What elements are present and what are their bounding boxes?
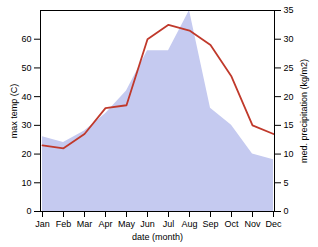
svg-text:max temp (C): max temp (C)	[9, 84, 19, 139]
svg-text:40: 40	[21, 92, 31, 102]
svg-text:Dec: Dec	[265, 219, 282, 229]
svg-text:date (month): date (month)	[132, 232, 183, 242]
svg-text:30: 30	[21, 120, 31, 130]
svg-text:Apr: Apr	[98, 219, 112, 229]
svg-text:10: 10	[284, 149, 294, 159]
svg-text:Jan: Jan	[35, 219, 50, 229]
svg-text:Feb: Feb	[56, 219, 72, 229]
svg-text:25: 25	[284, 63, 294, 73]
svg-text:Mar: Mar	[77, 219, 93, 229]
svg-text:0: 0	[26, 206, 31, 216]
svg-text:5: 5	[284, 178, 289, 188]
svg-text:60: 60	[21, 34, 31, 44]
svg-text:20: 20	[21, 149, 31, 159]
svg-text:15: 15	[284, 120, 294, 130]
svg-text:35: 35	[284, 5, 294, 15]
svg-text:50: 50	[21, 63, 31, 73]
svg-text:30: 30	[284, 34, 294, 44]
svg-text:Jul: Jul	[163, 219, 175, 229]
svg-text:20: 20	[284, 92, 294, 102]
svg-text:Oct: Oct	[224, 219, 239, 229]
svg-text:10: 10	[21, 178, 31, 188]
svg-text:Jun: Jun	[140, 219, 155, 229]
svg-text:Nov: Nov	[244, 219, 261, 229]
svg-text:0: 0	[284, 206, 289, 216]
svg-text:Sep: Sep	[202, 219, 218, 229]
svg-text:May: May	[118, 219, 136, 229]
svg-text:Aug: Aug	[181, 219, 197, 229]
svg-text:med. precipitation (kg/m2): med. precipitation (kg/m2)	[299, 59, 309, 163]
